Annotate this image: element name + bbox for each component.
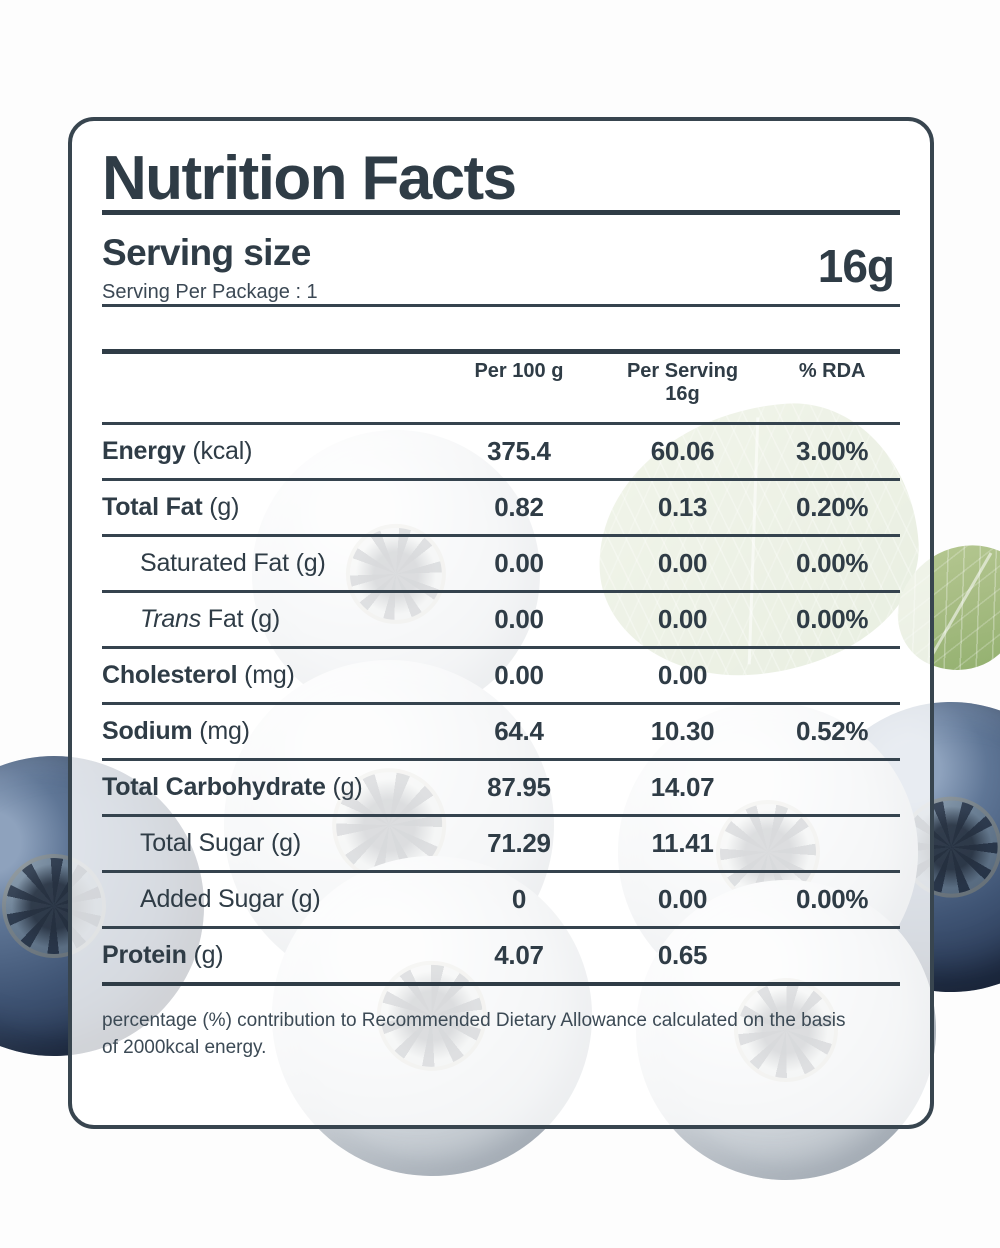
nutrition-table-body: Energy (kcal) 375.4 60.06 3.00% Total Fat (g… <box>102 421 900 986</box>
nutrient-unit: (mg) <box>244 660 295 689</box>
nutrient-name: Total Carbohydrate (g) <box>102 757 438 816</box>
nutrient-unit: (g) <box>271 828 301 857</box>
nutrient-unit: (kcal) <box>192 436 253 465</box>
per-100g-value: 4.07 <box>437 925 601 986</box>
rda-value: 0.52% <box>764 701 900 760</box>
nutrient-name: Cholesterol (mg) <box>102 645 438 704</box>
serving-spacer <box>102 307 900 349</box>
per-100g-value: 87.95 <box>437 757 601 816</box>
per-100g-value: 0.00 <box>437 589 601 648</box>
rda-value <box>764 925 900 986</box>
nutrient-name: Trans Fat (g) <box>102 589 438 648</box>
nutrient-unit: (g) <box>295 548 326 577</box>
per-100g-value: 71.29 <box>437 813 601 872</box>
footnote-text: percentage (%) contribution to Recommend… <box>102 1009 846 1058</box>
per-serving-value: 0.65 <box>600 925 765 986</box>
table-row: Total Fat (g) 0.82 0.13 0.20% <box>102 477 900 536</box>
nutrient-name: Energy (kcal) <box>102 421 438 480</box>
servings-per-package: Serving Per Package : 1 <box>102 280 318 303</box>
header-rda: % RDA <box>764 348 900 424</box>
rda-value: 0.00% <box>764 869 900 928</box>
serving-size-value: 16g <box>817 240 895 293</box>
table-header-row: Per 100 g Per Serving 16g % RDA <box>102 348 900 424</box>
header-nutrient <box>102 348 438 424</box>
per-serving-value: 0.00 <box>600 533 765 592</box>
table-row: Energy (kcal) 375.4 60.06 3.00% <box>102 421 900 480</box>
per-serving-value: 11.41 <box>600 813 765 872</box>
nutrient-name: Protein (g) <box>102 925 438 986</box>
header-per-100g: Per 100 g <box>437 348 601 424</box>
header-per-serving-line2: 16g <box>665 382 700 405</box>
serving-size-label: Serving size <box>102 232 311 274</box>
table-row: Sodium (mg) 64.4 10.30 0.52% <box>102 701 900 760</box>
table-row: Trans Fat (g) 0.00 0.00 0.00% <box>102 589 900 648</box>
per-serving-value: 0.00 <box>600 589 765 648</box>
nutrient-name: Total Fat (g) <box>102 477 438 536</box>
rda-value <box>764 645 900 704</box>
header-per-serving: Per Serving 16g <box>600 348 765 424</box>
nutrition-facts-card: Nutrition Facts Serving size Serving Per… <box>68 117 934 1129</box>
serving-block: Serving size Serving Per Package : 1 16g <box>102 221 900 307</box>
rda-value: 3.00% <box>764 421 900 480</box>
nutrient-name: Sodium (mg) <box>102 701 438 760</box>
nutrition-table-header: Per 100 g Per Serving 16g % RDA <box>102 348 900 424</box>
rda-value <box>764 757 900 816</box>
per-100g-value: 0.00 <box>437 533 601 592</box>
per-100g-value: 0 <box>437 869 601 928</box>
table-row: Cholesterol (mg) 0.00 0.00 <box>102 645 900 704</box>
nutrient-name: Added Sugar (g) <box>102 869 438 928</box>
per-serving-value: 10.30 <box>600 701 765 760</box>
per-serving-value: 60.06 <box>600 421 765 480</box>
nutrient-unit: (g) <box>290 884 321 913</box>
per-serving-value: 14.07 <box>600 757 765 816</box>
per-100g-value: 375.4 <box>437 421 601 480</box>
serving-left: Serving size Serving Per Package : 1 <box>102 233 318 304</box>
per-serving-value: 0.00 <box>600 645 765 704</box>
per-serving-value: 0.13 <box>600 477 765 536</box>
rda-value: 0.00% <box>764 589 900 648</box>
nutrient-name: Total Sugar (g) <box>102 813 438 872</box>
header-per-serving-line1: Per Serving <box>626 359 739 382</box>
per-serving-value: 0.00 <box>600 869 765 928</box>
table-row: Protein (g) 4.07 0.65 <box>102 925 900 986</box>
nutrient-unit: (mg) <box>199 716 250 745</box>
per-100g-value: 0.82 <box>437 477 601 536</box>
table-row: Added Sugar (g) 0 0.00 0.00% <box>102 869 900 928</box>
rda-value: 0.20% <box>764 477 900 536</box>
nutrient-name: Saturated Fat (g) <box>102 533 438 592</box>
page-title: Nutrition Facts <box>102 147 900 216</box>
nutrient-unit: (g) <box>209 492 240 521</box>
nutrient-unit: (g) <box>193 940 224 969</box>
rda-value: 0.00% <box>764 533 900 592</box>
rda-value <box>764 813 900 872</box>
per-100g-value: 64.4 <box>437 701 601 760</box>
nutrition-table: Per 100 g Per Serving 16g % RDA Energy (… <box>102 348 900 986</box>
nutrient-unit: (g) <box>332 772 363 801</box>
table-row: Saturated Fat (g) 0.00 0.00 0.00% <box>102 533 900 592</box>
nutrient-name-italic: Trans <box>140 604 208 633</box>
nutrient-unit: (g) <box>250 604 281 633</box>
table-row: Total Sugar (g) 71.29 11.41 <box>102 813 900 872</box>
table-row: Total Carbohydrate (g) 87.95 14.07 <box>102 757 900 816</box>
per-100g-value: 0.00 <box>437 645 601 704</box>
